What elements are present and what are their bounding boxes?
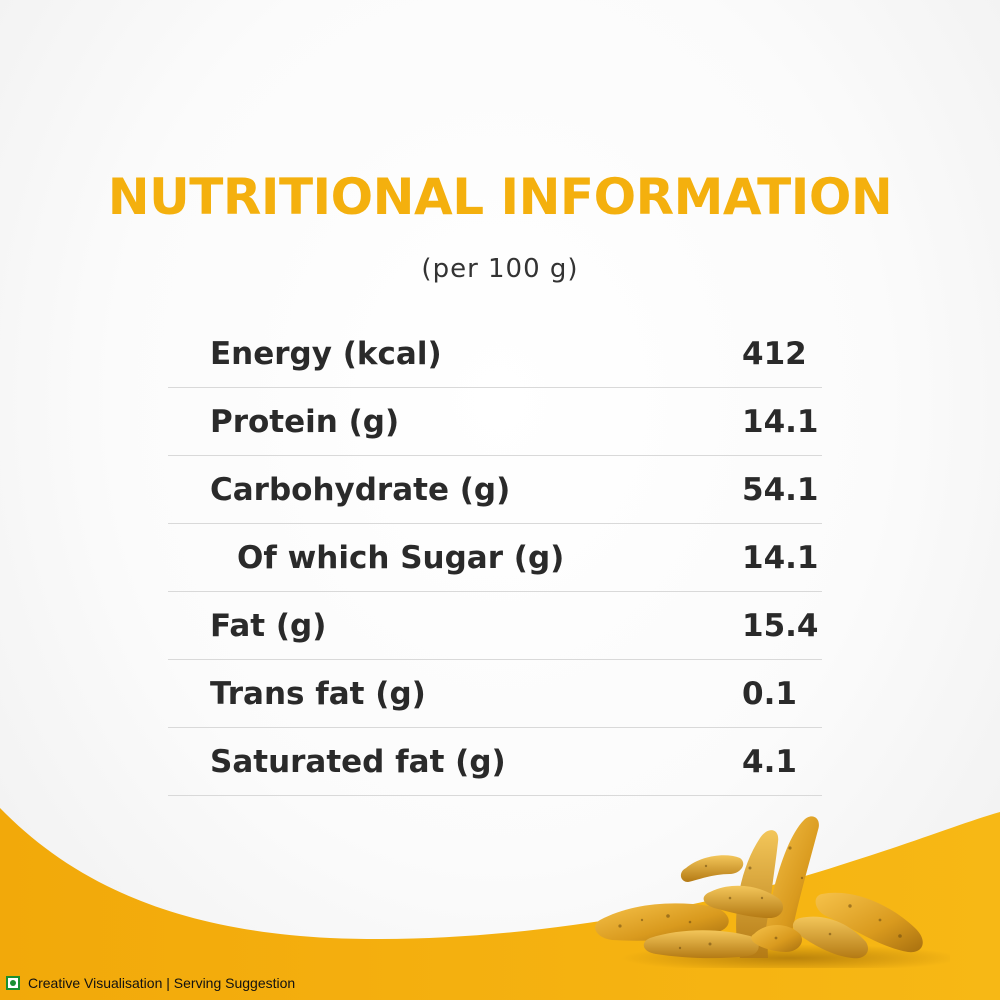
nutrition-row-sugar: Of which Sugar (g) 14.1	[168, 524, 822, 592]
nutrient-value: 412	[742, 336, 807, 372]
nutrient-value: 14.1	[742, 404, 819, 440]
serving-size: (per 100 g)	[421, 254, 579, 284]
footer-text: Creative Visualisation | Serving Suggest…	[28, 975, 296, 991]
nutrition-row-trans-fat: Trans fat (g) 0.1	[168, 660, 822, 728]
nutrition-row-carbohydrate: Carbohydrate (g) 54.1	[168, 456, 822, 524]
nutrition-row-fat: Fat (g) 15.4	[168, 592, 822, 660]
turmeric-roots-illustration	[595, 816, 950, 968]
nutrient-value: 14.1	[742, 540, 819, 576]
page-title: NUTRITIONAL INFORMATION	[107, 168, 893, 226]
nutrient-value: 0.1	[742, 676, 797, 712]
nutrient-value: 54.1	[742, 472, 819, 508]
nutrient-label: Saturated fat (g)	[210, 744, 506, 780]
nutrition-row-saturated-fat: Saturated fat (g) 4.1	[168, 728, 822, 796]
nutrient-value: 15.4	[742, 608, 819, 644]
nutrition-row-protein: Protein (g) 14.1	[168, 388, 822, 456]
nutrient-label: Trans fat (g)	[210, 676, 426, 712]
nutrient-value: 4.1	[742, 744, 797, 780]
veg-mark-icon	[6, 976, 20, 990]
footer-disclaimer: Creative Visualisation | Serving Suggest…	[6, 972, 295, 994]
nutrition-table: Energy (kcal) 412 Protein (g) 14.1 Carbo…	[168, 320, 822, 796]
nutrition-row-energy: Energy (kcal) 412	[168, 320, 822, 388]
nutrient-label: Carbohydrate (g)	[210, 472, 511, 508]
nutrient-label: Of which Sugar (g)	[237, 540, 565, 576]
nutrient-label: Energy (kcal)	[210, 336, 442, 372]
nutrient-label: Fat (g)	[210, 608, 327, 644]
nutrient-label: Protein (g)	[210, 404, 400, 440]
